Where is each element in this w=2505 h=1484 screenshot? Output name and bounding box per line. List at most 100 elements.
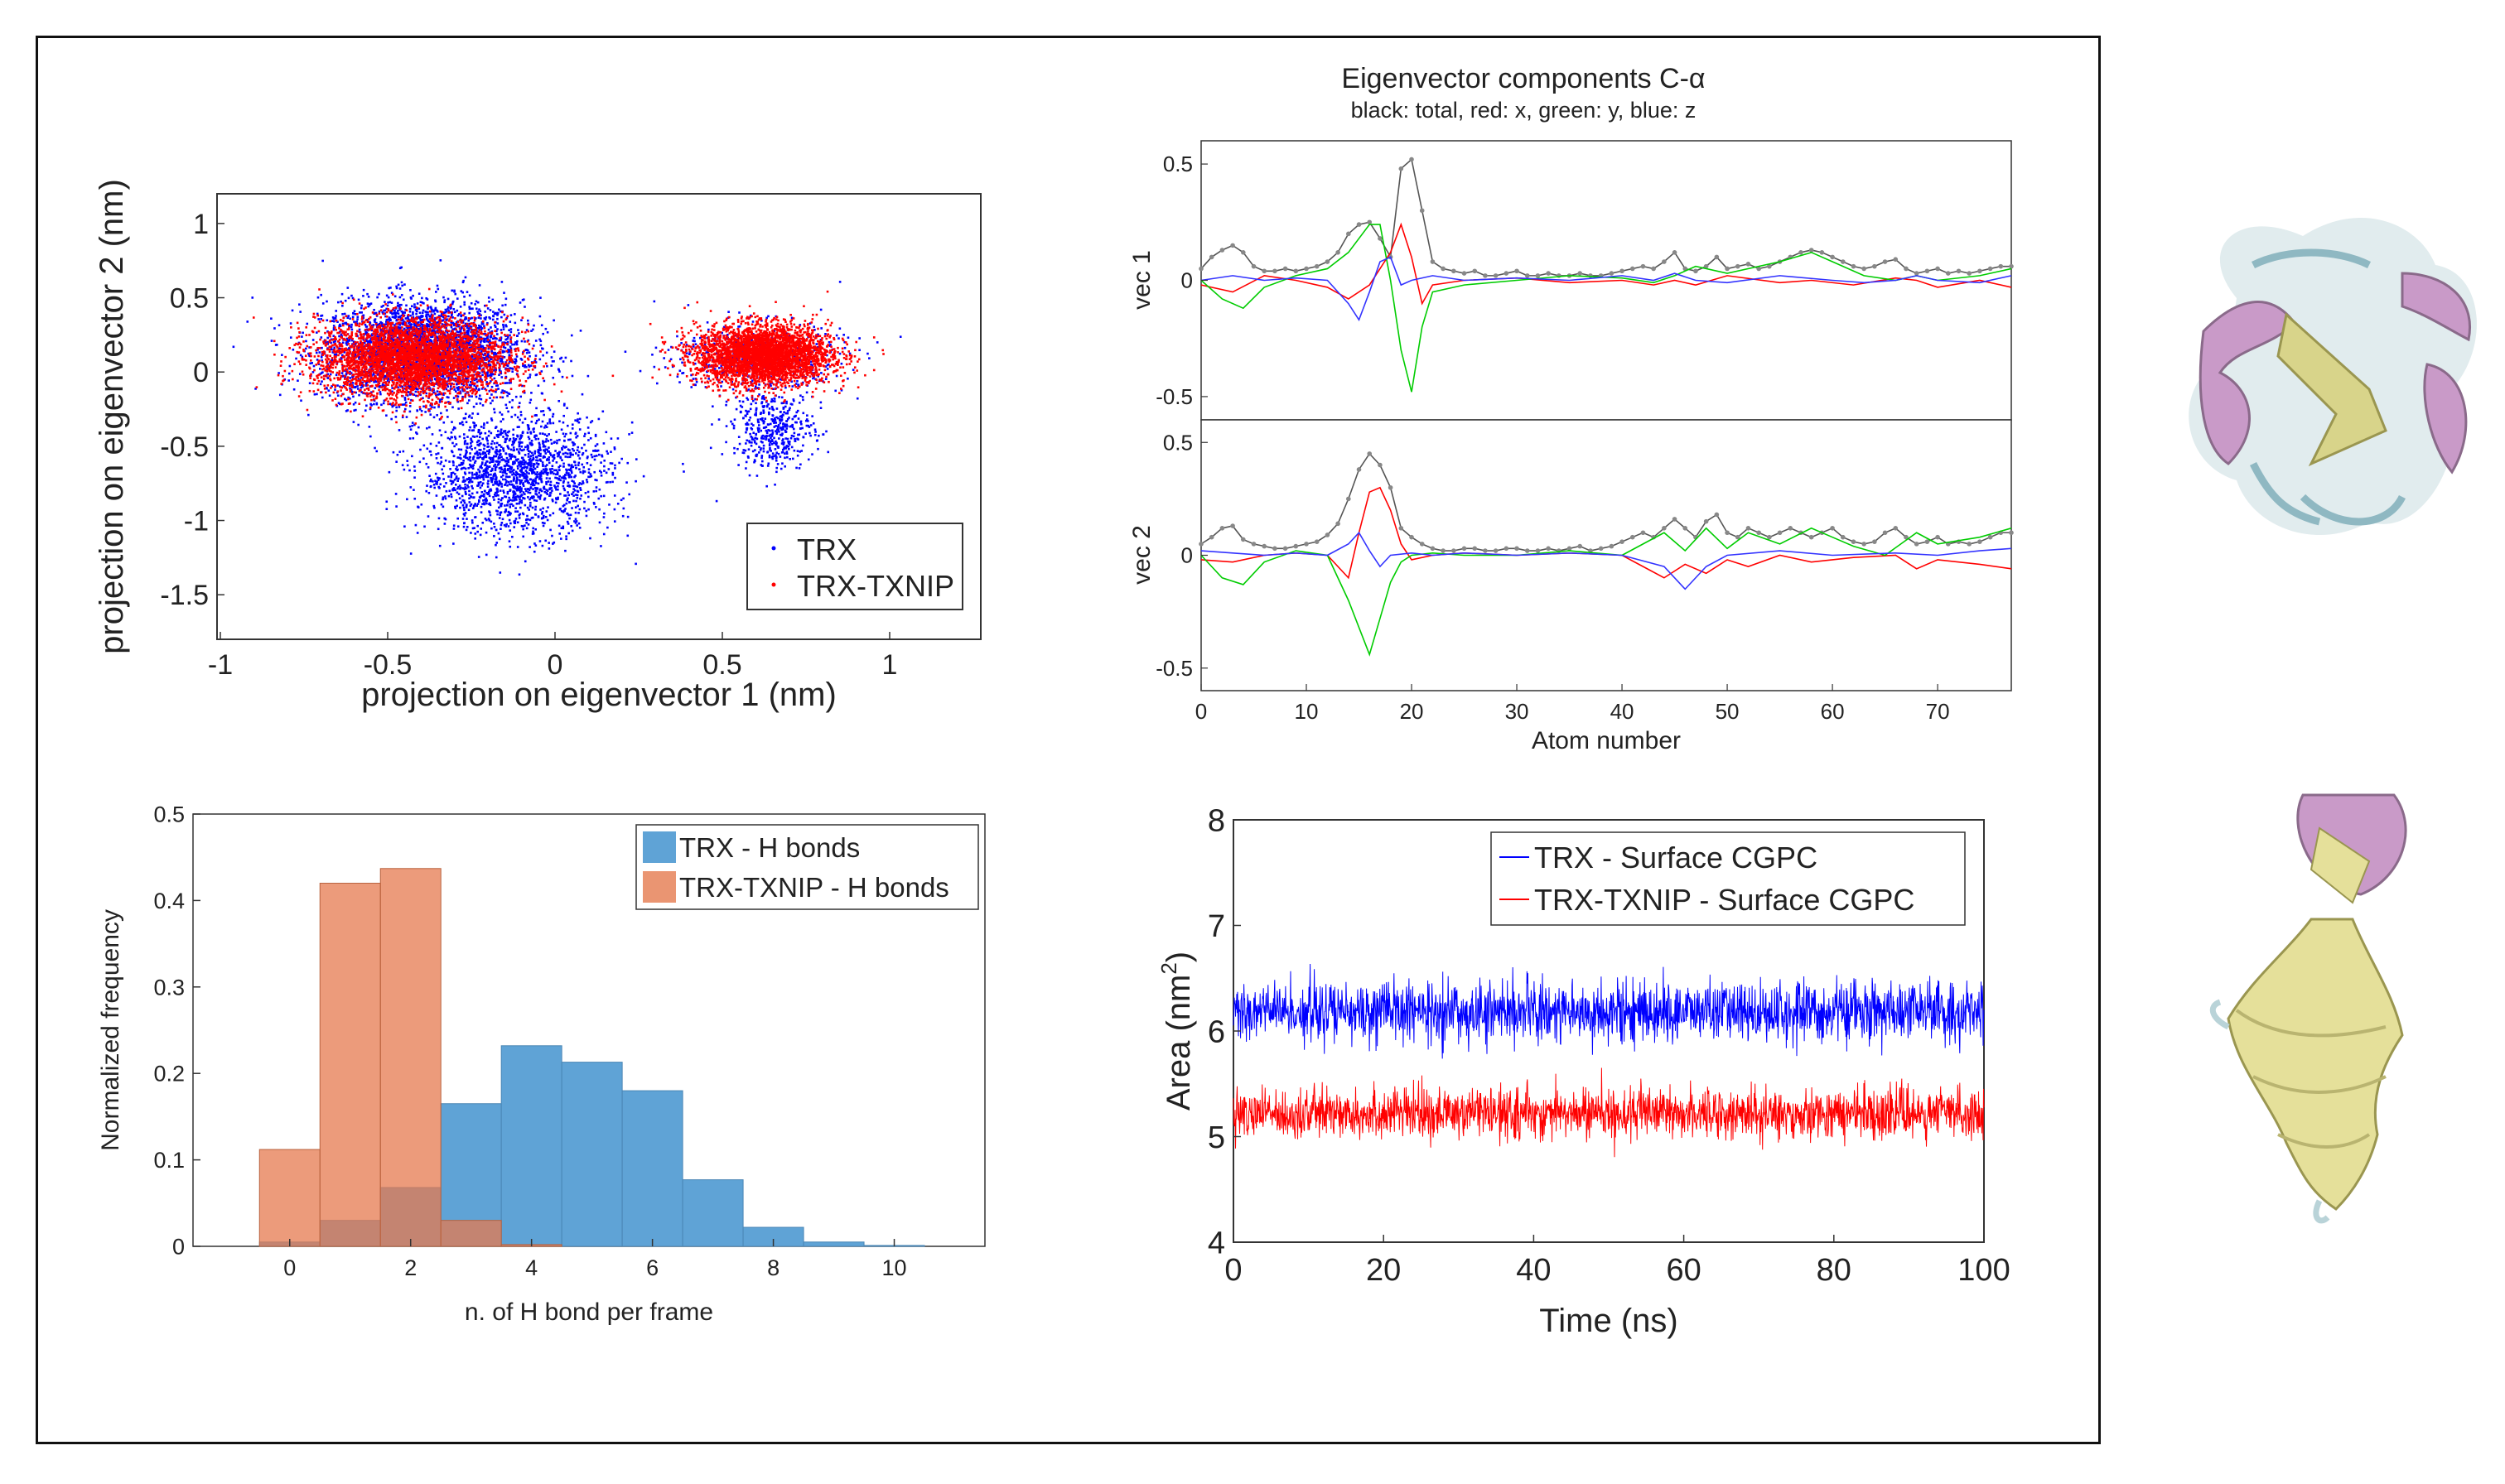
pca-point-trx <box>578 417 582 421</box>
pca-point-trx <box>435 393 437 397</box>
pca-point-trx <box>481 452 485 455</box>
pca-point-trx <box>509 448 513 451</box>
pca-point-trx <box>472 334 475 337</box>
pca-point-trx <box>474 537 477 540</box>
pca-point-trx <box>562 445 565 448</box>
pca-point-trx <box>571 529 574 532</box>
pca-point-trx <box>415 394 418 398</box>
pca-point-trx <box>508 354 511 357</box>
pca-point-trx <box>511 370 514 373</box>
pca-point-trx <box>577 504 580 508</box>
pca-point-trx <box>350 328 354 331</box>
pca-point-trx <box>523 497 526 500</box>
pca-point-trx <box>413 476 416 479</box>
pca-point-trx <box>305 347 307 350</box>
pca-point-trx <box>490 357 492 360</box>
pca-point-trx <box>476 456 479 460</box>
pca-point-trx <box>273 327 276 330</box>
pca-point-trx <box>461 421 464 423</box>
pca-point-trx <box>472 429 475 431</box>
pca-point-trx <box>487 347 490 350</box>
pca-point-trx <box>516 435 519 437</box>
pca-point-trx <box>488 430 490 433</box>
pca-point-trx <box>480 528 483 530</box>
pca-point-trx <box>495 476 498 479</box>
pca-point-trx <box>467 366 470 369</box>
pca-point-trx <box>525 527 529 530</box>
pca-point-trx <box>464 479 466 482</box>
pca-point-trx <box>479 533 482 537</box>
pca-point-trx <box>415 360 418 364</box>
pca-point-trx <box>469 455 471 459</box>
pca-point-trx <box>635 562 637 566</box>
pca-point-trx <box>540 489 543 493</box>
pca-point-trx <box>477 475 480 479</box>
pca-point-trx <box>461 494 464 498</box>
pca-point-trx <box>586 374 590 378</box>
pca-point-trx <box>526 462 529 465</box>
pca-point-trx <box>428 426 431 429</box>
pca-point-trx <box>385 294 389 297</box>
pca-point-trx <box>557 465 561 469</box>
pca-point-trx <box>454 507 457 509</box>
pca-point-trx <box>427 466 430 469</box>
pca-point-trx <box>480 494 482 498</box>
pca-point-trx <box>516 478 519 481</box>
pca-point-trx <box>512 460 514 464</box>
pca-point-trx <box>463 295 466 298</box>
pca-point-trx <box>484 352 487 355</box>
pca-point-trx <box>480 511 483 513</box>
pca-point-trx <box>472 458 475 460</box>
pca-point-trx <box>431 335 433 338</box>
pca-point-trx <box>484 455 486 457</box>
pca-point-trx <box>543 485 546 489</box>
pca-point-trx <box>487 445 490 448</box>
pca-point-trx <box>408 307 412 311</box>
pca-point-trx <box>469 446 471 449</box>
pca-point-trx <box>396 310 399 312</box>
pca-point-trx <box>475 450 479 453</box>
pca-point-trx <box>548 477 551 480</box>
pca-point-trx <box>430 478 432 481</box>
pca-point-trx <box>547 506 549 508</box>
pca-point-trx <box>514 395 518 398</box>
pca-point-trx <box>543 514 545 518</box>
pca-point-trx <box>311 362 314 364</box>
pca-point-trx <box>503 523 506 527</box>
pca-point-trx <box>563 402 566 406</box>
pca-point-trx <box>516 495 519 498</box>
pca-point-trx <box>519 473 522 476</box>
pca-point-trx <box>364 383 368 386</box>
pca-point-trx <box>477 556 480 558</box>
pca-point-trx <box>537 463 540 466</box>
pca-point-trx <box>626 534 630 537</box>
pca-point-trx <box>576 524 578 527</box>
pca-point-trx <box>486 493 490 495</box>
pca-point-trx <box>456 479 459 482</box>
pca-point-trx <box>466 330 468 334</box>
pca-point-trx <box>519 494 523 498</box>
pca-point-trx <box>475 471 478 475</box>
pca-point-trx <box>508 439 511 442</box>
pca-point-trx <box>572 484 575 488</box>
pca-point-trx <box>374 446 376 450</box>
pca-point-trx <box>339 402 341 406</box>
pca-point-trx <box>532 468 534 471</box>
pca-point-trx <box>432 324 436 327</box>
pca-point-trx <box>529 450 532 453</box>
pca-point-trx <box>520 489 523 492</box>
pca-point-trx <box>562 487 566 490</box>
pca-point-trx <box>564 474 567 476</box>
pca-point-trx <box>385 307 388 311</box>
pca-point-trx <box>545 491 548 494</box>
pca-point-trx <box>562 475 565 478</box>
pca-point-trx <box>573 520 576 523</box>
pca-point-trx <box>468 307 471 311</box>
pca-point-trx <box>587 475 590 479</box>
pca-point-trx <box>603 465 606 468</box>
pca-point-trx <box>493 535 495 537</box>
pca-point-trx <box>537 384 540 388</box>
pca-point-trx <box>505 364 509 367</box>
pca-point-trx <box>485 316 488 319</box>
pca-point-trx <box>503 469 505 472</box>
